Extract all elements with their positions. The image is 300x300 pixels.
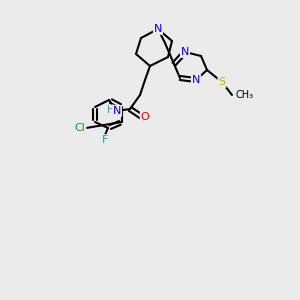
Text: S: S [218, 77, 226, 87]
Text: H: H [106, 105, 114, 115]
Text: CH₃: CH₃ [235, 90, 253, 100]
Text: Cl: Cl [75, 123, 86, 133]
Text: N: N [192, 75, 200, 85]
Text: O: O [141, 112, 149, 122]
Text: N: N [113, 106, 121, 116]
Text: F: F [102, 135, 108, 145]
Text: N: N [154, 24, 162, 34]
Text: N: N [181, 47, 189, 57]
